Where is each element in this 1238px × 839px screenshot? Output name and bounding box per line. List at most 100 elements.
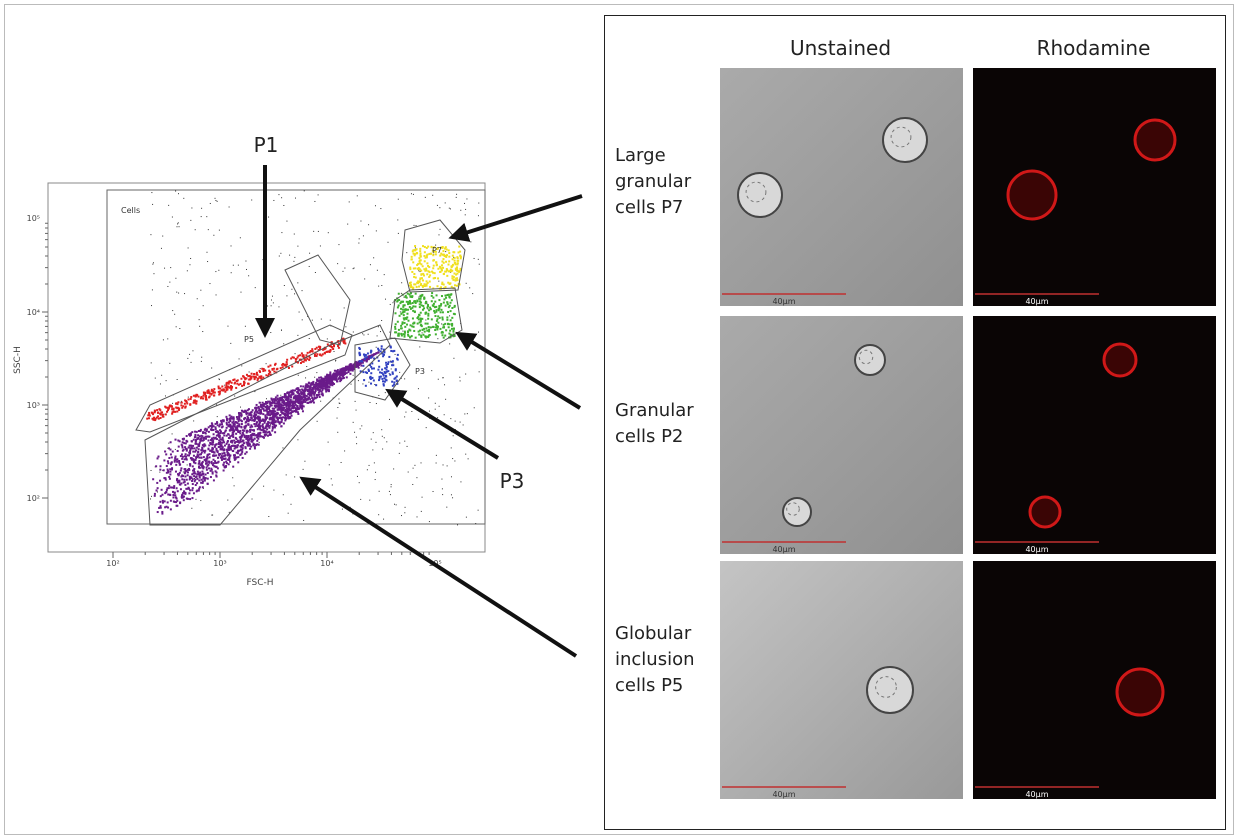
event-dot xyxy=(299,406,302,409)
event-dot xyxy=(204,473,207,476)
event-dot xyxy=(317,348,320,351)
event-dot xyxy=(449,282,452,285)
event-dot xyxy=(250,414,253,417)
event-dot xyxy=(267,400,270,403)
event-dot xyxy=(228,206,230,208)
event-dot xyxy=(398,298,401,301)
event-dot xyxy=(314,271,316,273)
event-dot xyxy=(419,250,422,253)
event-dot xyxy=(390,486,392,488)
event-dot xyxy=(441,316,444,319)
event-dot xyxy=(164,413,167,416)
event-dot xyxy=(202,475,205,478)
event-dot xyxy=(441,478,443,480)
event-dot xyxy=(266,422,269,425)
event-dot xyxy=(313,353,316,356)
event-dot xyxy=(375,346,377,348)
event-dot xyxy=(272,420,275,423)
event-dot xyxy=(223,432,226,435)
event-dot xyxy=(294,256,296,258)
event-dot xyxy=(181,441,184,444)
event-dot xyxy=(434,276,437,279)
event-dot xyxy=(366,371,369,374)
event-dot xyxy=(204,449,207,452)
event-dot xyxy=(440,295,443,298)
event-dot xyxy=(433,311,436,314)
event-dot xyxy=(244,452,247,455)
event-dot xyxy=(370,438,372,440)
event-dot xyxy=(432,491,434,493)
cell xyxy=(1006,169,1058,221)
event-dot xyxy=(282,399,285,402)
event-dot xyxy=(426,273,429,276)
event-dot xyxy=(391,380,394,383)
event-dot xyxy=(420,325,423,328)
event-dot xyxy=(326,378,329,381)
event-dot xyxy=(184,471,187,474)
event-dot xyxy=(364,384,367,387)
event-dot xyxy=(384,392,386,394)
event-dot xyxy=(452,278,455,281)
event-dot xyxy=(286,398,289,401)
event-dot xyxy=(280,404,283,407)
event-dot xyxy=(187,396,189,398)
event-dot xyxy=(329,371,332,374)
event-dot xyxy=(436,318,439,321)
event-dot xyxy=(200,395,203,398)
event-dot xyxy=(215,475,218,478)
event-dot xyxy=(414,249,417,252)
event-dot xyxy=(409,281,412,284)
event-dot xyxy=(288,412,291,415)
event-dot xyxy=(269,410,272,413)
event-dot xyxy=(420,277,423,280)
event-dot xyxy=(225,421,228,424)
event-dot xyxy=(276,416,279,419)
event-dot xyxy=(301,319,303,321)
event-dot xyxy=(202,472,205,475)
event-dot xyxy=(159,416,162,419)
event-dot xyxy=(288,403,291,406)
event-dot xyxy=(167,407,170,410)
event-dot xyxy=(377,359,380,362)
event-dot xyxy=(430,294,433,297)
event-dots xyxy=(146,190,480,526)
event-dot xyxy=(240,377,243,380)
event-dot xyxy=(258,375,261,378)
event-dot xyxy=(248,275,250,277)
event-dot xyxy=(405,318,408,321)
event-dot xyxy=(196,454,199,457)
event-dot xyxy=(435,261,438,264)
event-dot xyxy=(296,411,299,414)
event-dot xyxy=(286,392,289,395)
event-dot xyxy=(249,378,252,381)
event-dot xyxy=(392,364,395,367)
event-dot xyxy=(403,308,406,311)
event-dot xyxy=(238,449,241,452)
event-dot xyxy=(163,413,165,415)
event-dot xyxy=(411,302,414,305)
event-dot xyxy=(161,512,164,515)
event-dot xyxy=(343,371,346,374)
event-dot xyxy=(320,390,323,393)
event-dot xyxy=(299,404,302,407)
event-dot xyxy=(398,314,401,317)
event-dot xyxy=(383,437,385,439)
event-dot xyxy=(194,400,197,403)
event-dot xyxy=(191,489,194,492)
event-dot xyxy=(418,321,421,324)
event-dot xyxy=(412,483,414,485)
event-dot xyxy=(429,417,431,419)
event-dot xyxy=(381,380,384,383)
event-dot xyxy=(434,323,437,326)
event-dot xyxy=(239,437,242,440)
event-dot xyxy=(211,446,214,449)
event-dot xyxy=(186,402,189,405)
event-dot xyxy=(439,311,442,314)
event-dot xyxy=(424,322,427,325)
event-dot xyxy=(381,435,383,437)
event-dot xyxy=(368,355,371,358)
event-dot xyxy=(464,202,466,204)
event-dot xyxy=(186,468,189,471)
event-dot xyxy=(413,272,416,275)
event-dot xyxy=(192,438,195,441)
